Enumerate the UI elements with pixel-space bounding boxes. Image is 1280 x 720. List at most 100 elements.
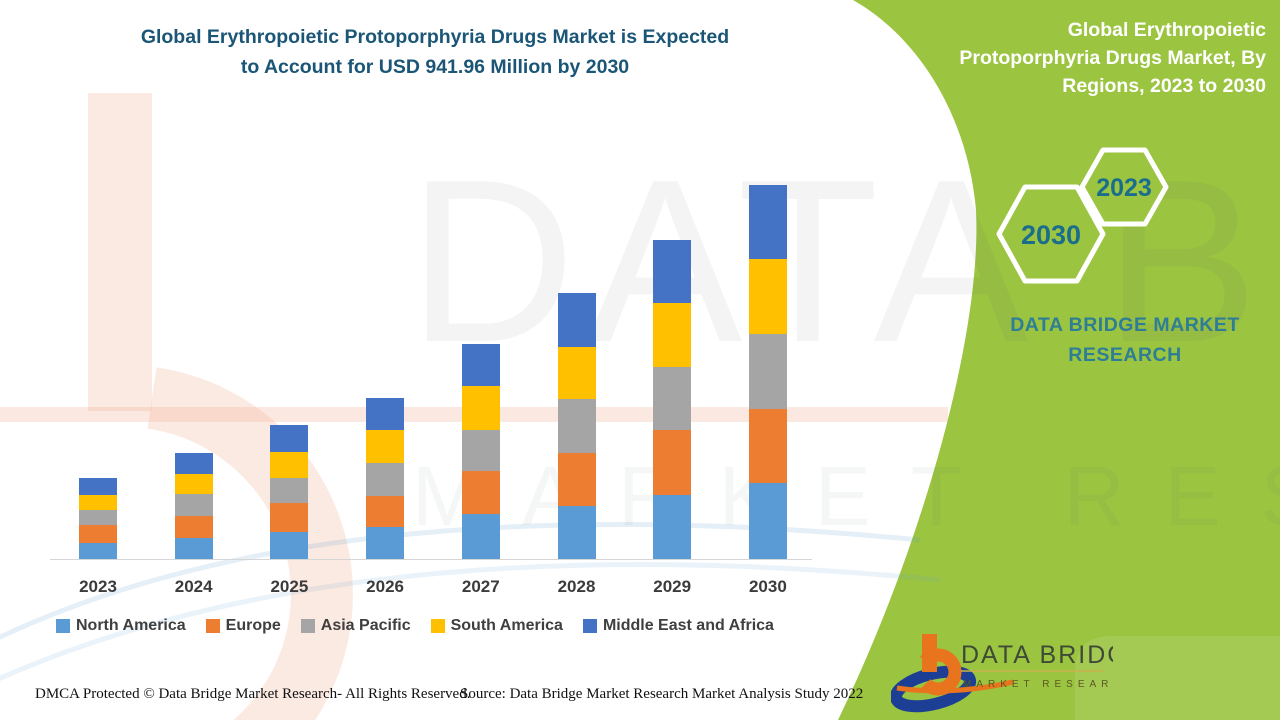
bar-2027 xyxy=(461,344,500,559)
legend-swatch-europe xyxy=(205,619,220,633)
x-axis-label-2029: 2029 xyxy=(653,577,692,596)
legend-label-north-america: North America xyxy=(76,617,186,634)
bar-2024 xyxy=(174,453,213,559)
bar-segment-2025-south-america xyxy=(270,452,309,478)
legend-label-south-america: South America xyxy=(450,617,563,634)
panel-title-line2: Protoporphyria Drugs Market, By xyxy=(959,47,1266,69)
bar-segment-2029-south-america xyxy=(653,302,692,367)
bar-segment-2030-middle-east-and-africa xyxy=(748,184,787,259)
dmca-footer-text: DMCA Protected © Data Bridge Market Rese… xyxy=(35,686,471,702)
bar-segment-2029-middle-east-and-africa xyxy=(653,239,692,303)
chart-legend: North America Europe Asia Pacific South Ame… xyxy=(56,617,774,635)
bar-segment-2028-europe xyxy=(557,452,596,506)
bar-segment-2026-middle-east-and-africa xyxy=(366,397,405,430)
bar-segment-2026-asia-pacific xyxy=(366,462,405,496)
panel-title-line1: Global Erythropoietic xyxy=(1067,19,1266,41)
bar-segment-2027-south-america xyxy=(461,386,500,431)
legend-swatch-south-america xyxy=(430,619,445,633)
bar-segment-2023-asia-pacific xyxy=(79,510,117,526)
x-axis-label-2027: 2027 xyxy=(461,577,500,596)
bar-segment-2023-europe xyxy=(79,525,117,544)
bar-segment-2025-middle-east-and-africa xyxy=(270,425,309,453)
bar-segment-2028-south-america xyxy=(557,346,596,399)
bar-segment-2027-europe xyxy=(461,471,500,515)
bar-2025 xyxy=(270,425,309,559)
legend-item-south-america: South America xyxy=(430,617,563,635)
logo-name-text: DATA BRIDGE xyxy=(961,641,1113,669)
chart-title-line2: to Account for USD 941.96 Million by 203… xyxy=(240,56,630,78)
green-panel-shape xyxy=(838,0,1280,720)
bar-segment-2023-north-america xyxy=(79,543,117,559)
legend-swatch-asia-pacific xyxy=(300,619,315,633)
legend-item-north-america: North America xyxy=(56,617,186,635)
brand-wordmark: DATA BRIDGE MARKET RESEARCH xyxy=(975,310,1275,370)
bar-segment-2028-asia-pacific xyxy=(557,398,596,453)
legend-item-middle-east-and-africa: Middle East and Africa xyxy=(582,617,774,635)
bar-segment-2027-middle-east-and-africa xyxy=(461,344,500,387)
bar-segment-2027-north-america xyxy=(461,514,500,559)
logo-sub-text: MARKET RESEARCH xyxy=(963,679,1113,690)
bar-segment-2026-south-america xyxy=(366,429,405,463)
bar-segment-2025-north-america xyxy=(270,531,309,559)
x-axis-label-2023: 2023 xyxy=(79,577,117,596)
bar-segment-2030-south-america xyxy=(748,258,787,334)
bar-segment-2026-europe xyxy=(366,495,405,527)
bar-2023 xyxy=(79,478,117,559)
bar-segment-2025-europe xyxy=(270,502,309,532)
logo-orange-tail xyxy=(896,679,1014,694)
legend-swatch-north-america xyxy=(56,619,70,633)
chart-title: Global Erythropoietic Protoporphyria Dru… xyxy=(70,22,800,82)
bar-2028 xyxy=(557,293,596,559)
legend-label-europe: Europe xyxy=(225,617,281,634)
hexagon-2023 xyxy=(1079,147,1169,227)
legend-swatch-middle-east-and-africa xyxy=(582,619,597,633)
brand-wordmark-line1: DATA BRIDGE MARKET xyxy=(1010,314,1240,336)
brand-wordmark-line2: RESEARCH xyxy=(1068,344,1182,366)
legend-label-middle-east-and-africa: Middle East and Africa xyxy=(602,617,774,634)
bar-segment-2025-asia-pacific xyxy=(270,477,309,503)
bar-2026 xyxy=(366,397,405,559)
bar-segment-2027-asia-pacific xyxy=(461,430,500,472)
bar-segment-2024-middle-east-and-africa xyxy=(174,453,213,475)
bar-segment-2023-middle-east-and-africa xyxy=(79,478,117,496)
bar-segment-2029-europe xyxy=(653,429,692,496)
x-axis-label-2030: 2030 xyxy=(748,577,787,596)
bar-segment-2029-asia-pacific xyxy=(653,366,692,430)
bar-segment-2024-south-america xyxy=(174,474,213,495)
bar-segment-2024-asia-pacific xyxy=(174,494,213,517)
x-axis-line xyxy=(50,559,812,560)
panel-title: Global Erythropoietic Protoporphyria Dru… xyxy=(876,16,1266,100)
bar-segment-2028-north-america xyxy=(557,505,596,559)
logo-orange-stem xyxy=(922,634,937,672)
company-logo: DATA BRIDGE MARKET RESEARCH xyxy=(891,634,1113,713)
bar-segment-2023-south-america xyxy=(79,495,117,511)
bar-segment-2030-north-america xyxy=(748,483,787,559)
logo-blue-swoosh xyxy=(891,665,977,713)
bar-segment-2029-north-america xyxy=(653,495,692,559)
source-footer-text: Source: Data Bridge Market Research Mark… xyxy=(460,686,864,702)
x-axis-label-2026: 2026 xyxy=(366,577,404,596)
bar-segment-2028-middle-east-and-africa xyxy=(557,293,596,347)
hexagon-2030-label: 2030 xyxy=(1021,220,1081,250)
x-axis-label-2025: 2025 xyxy=(270,577,309,596)
x-axis-label-2028: 2028 xyxy=(557,577,596,596)
panel-title-line3: Regions, 2023 to 2030 xyxy=(1062,75,1266,97)
legend-label-asia-pacific: Asia Pacific xyxy=(320,617,411,634)
x-axis-label-2024: 2024 xyxy=(174,577,213,596)
hexagon-2030 xyxy=(996,184,1106,284)
bar-segment-2030-asia-pacific xyxy=(748,333,787,409)
bar-2029 xyxy=(653,239,692,559)
legend-item-asia-pacific: Asia Pacific xyxy=(300,617,411,635)
hexagon-2023-label: 2023 xyxy=(1096,174,1152,202)
chart-title-line1: Global Erythropoietic Protoporphyria Dru… xyxy=(140,26,730,48)
legend-item-europe: Europe xyxy=(205,617,281,635)
bar-2030 xyxy=(748,184,787,559)
logo-backdrop-shape xyxy=(1075,636,1280,720)
bar-segment-2024-north-america xyxy=(174,537,213,559)
bar-segment-2024-europe xyxy=(174,516,213,538)
bar-segment-2030-europe xyxy=(748,408,787,484)
bar-segment-2026-north-america xyxy=(366,526,405,559)
